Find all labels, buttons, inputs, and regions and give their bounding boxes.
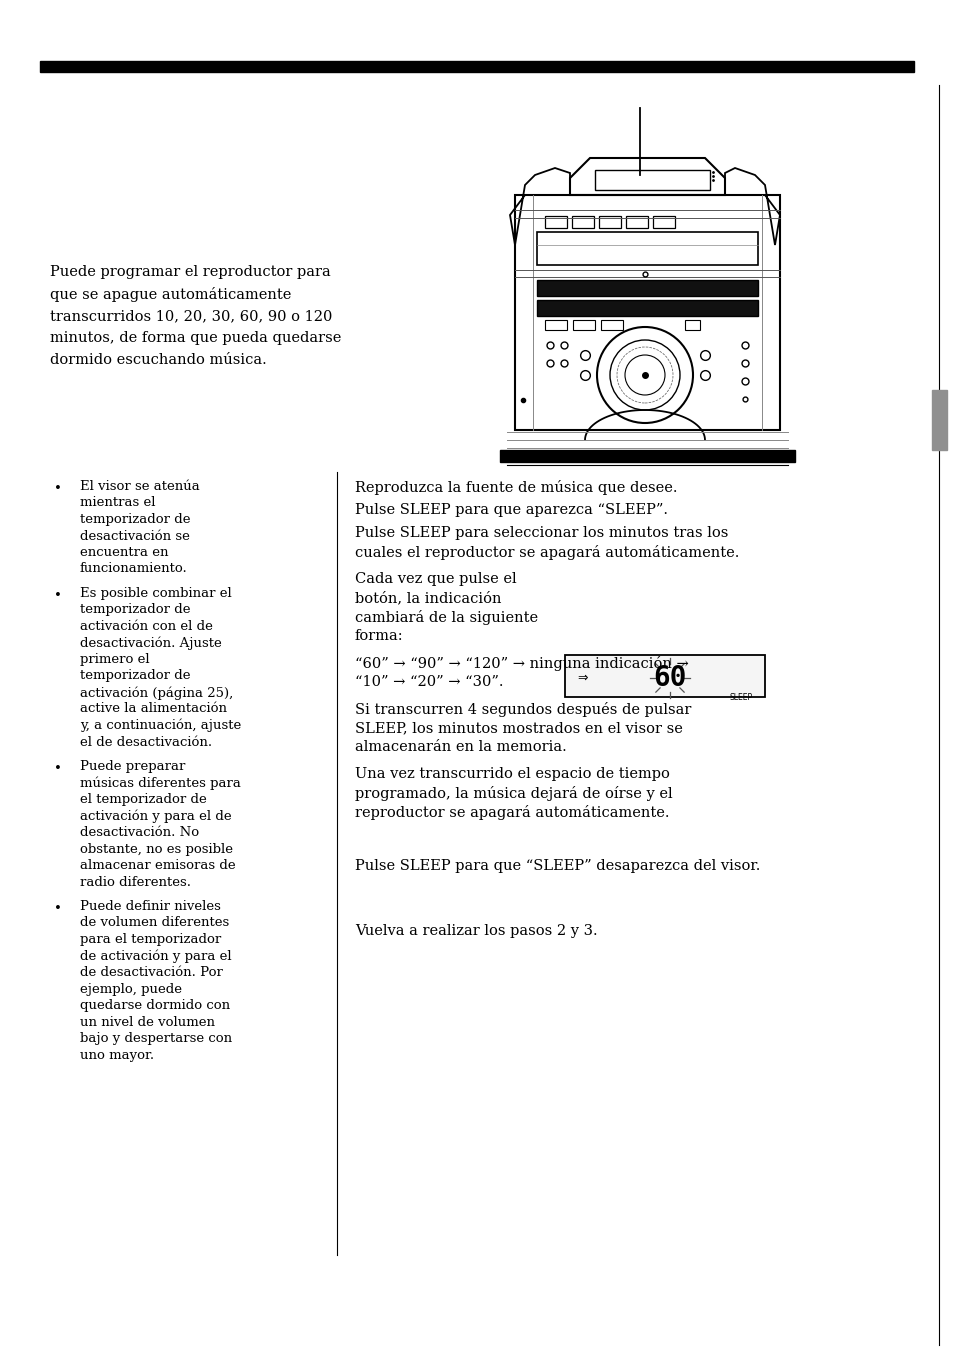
Text: Puede programar el reproductor para: Puede programar el reproductor para <box>50 265 331 279</box>
Text: obstante, no es posible: obstante, no es posible <box>80 842 233 856</box>
Text: botón, la indicación: botón, la indicación <box>355 591 501 604</box>
Bar <box>499 450 794 462</box>
Text: 60: 60 <box>653 664 686 692</box>
Bar <box>537 280 758 296</box>
Bar <box>600 320 622 330</box>
Text: active la alimentación: active la alimentación <box>80 703 227 715</box>
Text: Reproduzca la fuente de música que desee.: Reproduzca la fuente de música que desee… <box>355 480 677 495</box>
Bar <box>598 216 620 228</box>
Text: radio diferentes.: radio diferentes. <box>80 876 191 888</box>
Text: Pulse SLEEP para que aparezca “SLEEP”.: Pulse SLEEP para que aparezca “SLEEP”. <box>355 503 667 516</box>
Text: almacenar emisoras de: almacenar emisoras de <box>80 859 235 872</box>
Bar <box>544 320 566 330</box>
Text: ejemplo, puede: ejemplo, puede <box>80 983 182 995</box>
Text: Es posible combinar el: Es posible combinar el <box>80 587 232 600</box>
Text: un nivel de volumen: un nivel de volumen <box>80 1015 214 1029</box>
Text: que se apague automáticamente: que se apague automáticamente <box>50 287 291 301</box>
Bar <box>595 170 709 191</box>
Text: transcurridos 10, 20, 30, 60, 90 o 120: transcurridos 10, 20, 30, 60, 90 o 120 <box>50 310 332 323</box>
Text: funcionamiento.: funcionamiento. <box>80 562 188 576</box>
Text: desactivación. Ajuste: desactivación. Ajuste <box>80 637 221 650</box>
Bar <box>625 216 647 228</box>
Text: de volumen diferentes: de volumen diferentes <box>80 917 229 930</box>
Bar <box>537 300 758 316</box>
Text: forma:: forma: <box>355 629 403 644</box>
Text: “60” → “90” → “120” → ninguna indicación →: “60” → “90” → “120” → ninguna indicación… <box>355 656 688 671</box>
Text: primero el: primero el <box>80 653 150 667</box>
Text: temporizador de: temporizador de <box>80 603 191 617</box>
Text: •: • <box>54 483 62 495</box>
Text: de desactivación. Por: de desactivación. Por <box>80 965 223 979</box>
Text: desactivación se: desactivación se <box>80 530 190 542</box>
Text: y, a continuación, ajuste: y, a continuación, ajuste <box>80 719 241 733</box>
Text: programado, la música dejará de oírse y el: programado, la música dejará de oírse y … <box>355 786 672 800</box>
Text: cuales el reproductor se apagará automáticamente.: cuales el reproductor se apagará automát… <box>355 545 739 560</box>
Text: reproductor se apagará automáticamente.: reproductor se apagará automáticamente. <box>355 804 669 821</box>
Bar <box>931 389 946 450</box>
Text: activación con el de: activación con el de <box>80 621 213 633</box>
Text: desactivación. No: desactivación. No <box>80 826 199 840</box>
Text: cambiará de la siguiente: cambiará de la siguiente <box>355 610 537 625</box>
Text: temporizador de: temporizador de <box>80 512 191 526</box>
Bar <box>652 216 675 228</box>
Text: Una vez transcurrido el espacio de tiempo: Una vez transcurrido el espacio de tiemp… <box>355 767 669 781</box>
Text: El visor se atenúa: El visor se atenúa <box>80 480 199 493</box>
Text: •: • <box>54 902 62 915</box>
Text: ⇒: ⇒ <box>578 672 588 684</box>
Text: activación (página 25),: activación (página 25), <box>80 685 233 699</box>
Bar <box>564 654 764 698</box>
Text: músicas diferentes para: músicas diferentes para <box>80 776 240 790</box>
Text: temporizador de: temporizador de <box>80 669 191 683</box>
Text: de activación y para el: de activación y para el <box>80 949 232 963</box>
Text: almacenarán en la memoria.: almacenarán en la memoria. <box>355 740 566 754</box>
Text: activación y para el de: activación y para el de <box>80 810 232 823</box>
Text: Puede definir niveles: Puede definir niveles <box>80 900 221 913</box>
Text: SLEEP, los minutos mostrados en el visor se: SLEEP, los minutos mostrados en el visor… <box>355 721 682 735</box>
Bar <box>573 320 595 330</box>
Text: Vuelva a realizar los pasos 2 y 3.: Vuelva a realizar los pasos 2 y 3. <box>355 923 597 938</box>
Bar <box>537 233 758 265</box>
Text: •: • <box>54 763 62 775</box>
Text: Pulse SLEEP para seleccionar los minutos tras los: Pulse SLEEP para seleccionar los minutos… <box>355 526 727 539</box>
Text: Cada vez que pulse el: Cada vez que pulse el <box>355 572 517 585</box>
Text: dormido escuchando música.: dormido escuchando música. <box>50 353 267 366</box>
Bar <box>515 195 780 430</box>
Text: bajo y despertarse con: bajo y despertarse con <box>80 1032 232 1045</box>
Text: encuentra en: encuentra en <box>80 546 169 558</box>
Bar <box>40 61 913 72</box>
Text: para el temporizador: para el temporizador <box>80 933 221 946</box>
Text: Si transcurren 4 segundos después de pulsar: Si transcurren 4 segundos después de pul… <box>355 702 691 717</box>
Text: SLEEP: SLEEP <box>729 694 752 702</box>
Text: minutos, de forma que pueda quedarse: minutos, de forma que pueda quedarse <box>50 331 341 345</box>
Text: uno mayor.: uno mayor. <box>80 1049 154 1061</box>
Text: el de desactivación.: el de desactivación. <box>80 735 212 749</box>
Text: quedarse dormido con: quedarse dormido con <box>80 999 230 1013</box>
Text: el temporizador de: el temporizador de <box>80 794 207 806</box>
Text: Pulse SLEEP para que “SLEEP” desaparezca del visor.: Pulse SLEEP para que “SLEEP” desaparezca… <box>355 859 760 873</box>
Bar <box>572 216 594 228</box>
Bar <box>544 216 566 228</box>
Text: “10” → “20” → “30”.: “10” → “20” → “30”. <box>355 675 503 690</box>
Text: Puede preparar: Puede preparar <box>80 760 185 773</box>
Text: •: • <box>54 589 62 602</box>
Bar <box>684 320 700 330</box>
Text: mientras el: mientras el <box>80 496 155 510</box>
